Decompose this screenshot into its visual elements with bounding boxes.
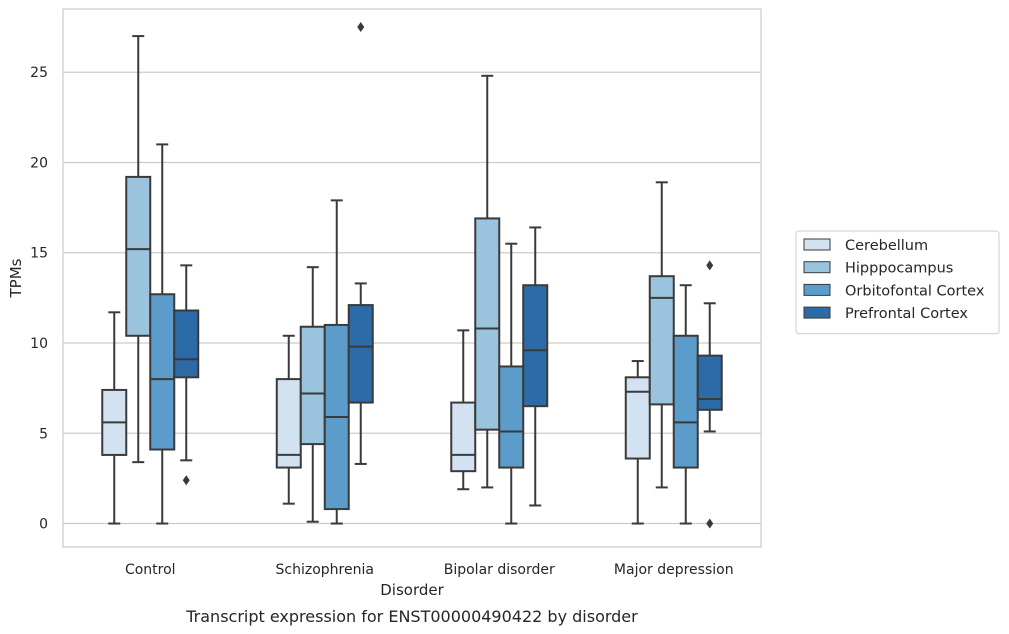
y-tick-label: 5 bbox=[39, 426, 48, 442]
outlier-point bbox=[182, 475, 190, 486]
x-tick-label: Schizophrenia bbox=[276, 562, 374, 578]
box-group bbox=[149, 143, 176, 525]
box-group bbox=[672, 284, 699, 525]
box-group bbox=[101, 311, 128, 525]
chart-caption: Transcript expression for ENST0000049042… bbox=[185, 607, 638, 626]
box bbox=[474, 217, 501, 431]
box bbox=[672, 334, 699, 469]
box-group bbox=[347, 22, 374, 465]
box bbox=[624, 376, 651, 460]
box bbox=[149, 293, 176, 451]
box-group bbox=[173, 264, 200, 486]
box-group bbox=[498, 242, 525, 525]
legend-swatch bbox=[803, 283, 831, 296]
box-group bbox=[299, 266, 326, 523]
legend-swatch bbox=[803, 261, 831, 274]
plot-frame bbox=[62, 8, 762, 548]
box-group bbox=[522, 226, 549, 507]
box-group bbox=[125, 35, 152, 464]
legend-label: Cerebellum bbox=[845, 238, 928, 254]
legend-frame bbox=[795, 230, 1000, 335]
box-group bbox=[648, 181, 675, 489]
box bbox=[347, 304, 374, 404]
legend-swatch bbox=[803, 238, 831, 251]
x-tick-label: Major depression bbox=[614, 562, 734, 578]
legend-label: Orbitofontal Cortex bbox=[845, 283, 985, 299]
x-tick-labels: Control Schizophrenia Bipolar disorder Majo… bbox=[125, 562, 734, 578]
box-group bbox=[450, 329, 477, 491]
box-group bbox=[624, 360, 651, 525]
legend-label: Hipppocampus bbox=[845, 261, 953, 277]
outlier-point bbox=[706, 518, 714, 529]
box bbox=[498, 365, 525, 469]
box bbox=[450, 401, 477, 473]
box-group bbox=[474, 74, 501, 489]
box-group bbox=[696, 260, 723, 529]
box-layer bbox=[101, 22, 723, 529]
legend: Cerebellum Hipppocampus Orbitofontal Corte… bbox=[795, 230, 1000, 335]
legend-swatch bbox=[803, 306, 831, 319]
box-group bbox=[275, 334, 302, 505]
y-tick-labels: 0 5 10 15 20 25 bbox=[30, 65, 48, 532]
y-tick-label: 20 bbox=[30, 155, 48, 171]
y-tick-label: 0 bbox=[39, 517, 48, 533]
x-axis-label: Disorder bbox=[380, 581, 444, 599]
box bbox=[173, 309, 200, 379]
box bbox=[522, 284, 549, 408]
outlier-point bbox=[357, 22, 365, 33]
box bbox=[125, 175, 152, 337]
y-tick-label: 10 bbox=[30, 336, 48, 352]
y-tick-label: 15 bbox=[30, 246, 48, 262]
y-axis-label: TPMs bbox=[7, 258, 25, 298]
box bbox=[648, 275, 675, 406]
box bbox=[299, 325, 326, 446]
outlier-point bbox=[706, 260, 714, 271]
box bbox=[696, 354, 723, 411]
legend-label: Prefrontal Cortex bbox=[845, 306, 968, 322]
x-tick-label: Control bbox=[125, 562, 176, 578]
x-tick-label: Bipolar disorder bbox=[444, 562, 555, 578]
box-group bbox=[323, 199, 350, 525]
y-tick-label: 25 bbox=[30, 65, 48, 81]
